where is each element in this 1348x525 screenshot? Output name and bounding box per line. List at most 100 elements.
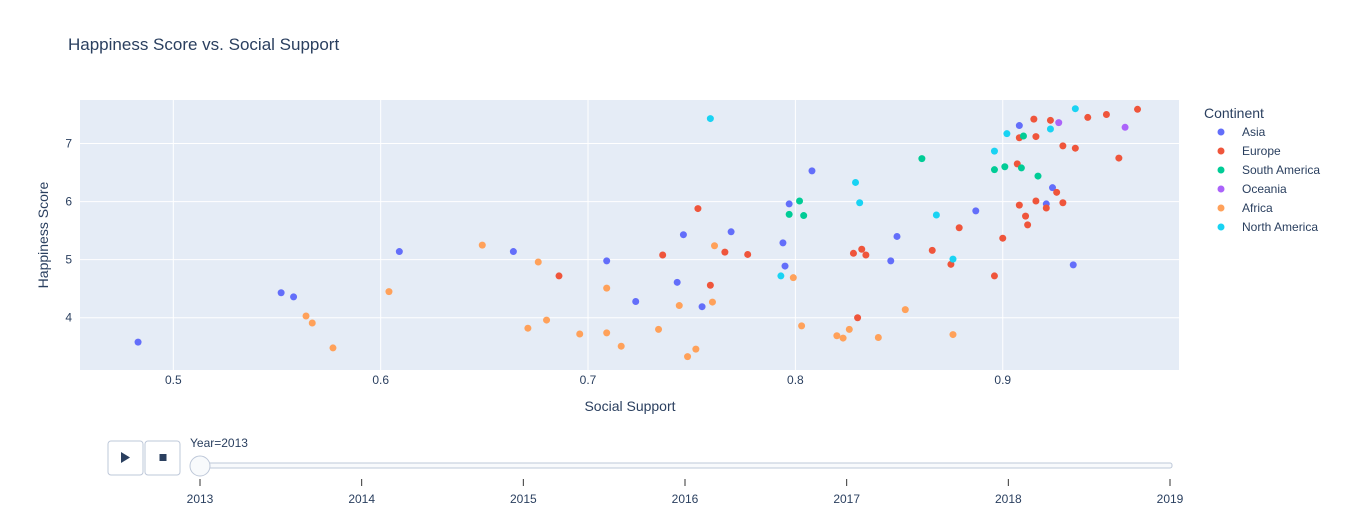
data-point — [655, 325, 663, 333]
data-point — [781, 262, 789, 270]
data-point — [893, 232, 901, 240]
data-point — [706, 115, 714, 123]
plot-area — [80, 100, 1179, 370]
data-point — [1121, 123, 1129, 131]
data-point — [1053, 188, 1061, 196]
x-tick-label: 0.8 — [787, 373, 804, 387]
stop-button[interactable] — [144, 440, 181, 476]
y-tick-label: 4 — [65, 311, 72, 325]
data-point — [659, 251, 667, 259]
slider-step-label[interactable]: 2015 — [510, 492, 537, 506]
slider-step-label[interactable]: 2018 — [995, 492, 1022, 506]
legend-item-label: South America — [1242, 163, 1320, 177]
data-point — [999, 234, 1007, 242]
data-point — [849, 249, 857, 257]
data-point — [779, 239, 787, 247]
slider-step-label[interactable]: 2019 — [1157, 492, 1184, 506]
legend-item-label: Asia — [1242, 125, 1266, 139]
data-point — [1030, 115, 1038, 123]
data-point — [1049, 184, 1057, 192]
data-point — [673, 278, 681, 286]
data-point — [1024, 221, 1032, 229]
data-point — [684, 353, 692, 361]
legend: Continent Asia Europe South America Oceania… — [1204, 105, 1320, 234]
data-point — [1015, 122, 1023, 130]
y-tick-label: 7 — [65, 137, 72, 151]
data-point — [1102, 111, 1110, 119]
axis-ticks: 0.5 0.6 0.7 0.8 0.9 4 5 6 7 — [65, 137, 1011, 387]
data-point — [277, 289, 285, 297]
data-point — [1059, 199, 1067, 207]
legend-marker — [1217, 185, 1225, 193]
data-point — [698, 303, 706, 311]
legend-marker — [1217, 166, 1225, 174]
data-point — [509, 248, 517, 256]
slider-step-label[interactable]: 2017 — [833, 492, 860, 506]
legend-item-label: Oceania — [1242, 182, 1287, 196]
data-point — [478, 241, 486, 249]
data-point — [845, 325, 853, 333]
data-point — [1019, 132, 1027, 140]
data-point — [862, 251, 870, 259]
data-point — [918, 155, 926, 163]
data-point — [1001, 163, 1009, 171]
slider-step-label[interactable]: 2014 — [348, 492, 375, 506]
data-point — [1042, 204, 1050, 212]
data-point — [972, 207, 980, 215]
data-point — [833, 332, 841, 340]
y-tick-label: 5 — [65, 253, 72, 267]
data-point — [785, 200, 793, 208]
slider-rail[interactable] — [197, 462, 1173, 469]
data-point — [302, 312, 310, 320]
slider-ticks: 2013 2014 2015 2016 2017 2018 2019 — [187, 479, 1184, 506]
slider-current-label: Year=2013 — [190, 436, 248, 450]
data-point — [1071, 105, 1079, 113]
data-point — [524, 324, 532, 332]
data-point — [789, 274, 797, 282]
data-point — [1017, 164, 1025, 172]
stop-icon — [159, 454, 167, 461]
data-point — [1032, 133, 1040, 141]
data-point — [955, 224, 963, 232]
data-point — [329, 344, 337, 352]
data-point — [1015, 201, 1023, 209]
data-point — [1134, 105, 1142, 113]
data-point — [708, 298, 716, 306]
play-button[interactable] — [107, 440, 144, 476]
data-point — [949, 331, 957, 339]
data-point — [603, 284, 611, 292]
data-point — [603, 329, 611, 337]
slider-handle[interactable] — [189, 455, 211, 477]
data-point — [706, 281, 714, 289]
x-tick-label: 0.5 — [165, 373, 182, 387]
data-point — [854, 314, 862, 322]
legend-marker — [1217, 128, 1225, 136]
data-point — [856, 199, 864, 207]
data-point — [603, 257, 611, 265]
slider-step-label[interactable]: 2013 — [187, 492, 214, 506]
x-tick-label: 0.9 — [994, 373, 1011, 387]
data-point — [721, 248, 729, 256]
data-point — [632, 297, 640, 305]
data-point — [134, 338, 142, 346]
data-point — [1022, 212, 1030, 220]
data-point — [1032, 197, 1040, 205]
data-point — [887, 257, 895, 265]
data-point — [679, 231, 687, 239]
y-tick-label: 6 — [65, 195, 72, 209]
slider-step-label[interactable]: 2016 — [672, 492, 699, 506]
data-point — [932, 211, 940, 219]
data-point — [727, 228, 735, 236]
data-point — [576, 330, 584, 338]
scatter-points — [134, 105, 1142, 361]
legend-title: Continent — [1204, 105, 1264, 121]
legend-marker — [1217, 204, 1225, 212]
data-point — [808, 167, 816, 175]
data-point — [1046, 125, 1054, 133]
data-point — [990, 166, 998, 174]
data-point — [395, 248, 403, 256]
data-point — [1115, 154, 1123, 162]
data-point — [1034, 172, 1042, 180]
x-tick-label: 0.7 — [580, 373, 597, 387]
data-point — [744, 250, 752, 258]
